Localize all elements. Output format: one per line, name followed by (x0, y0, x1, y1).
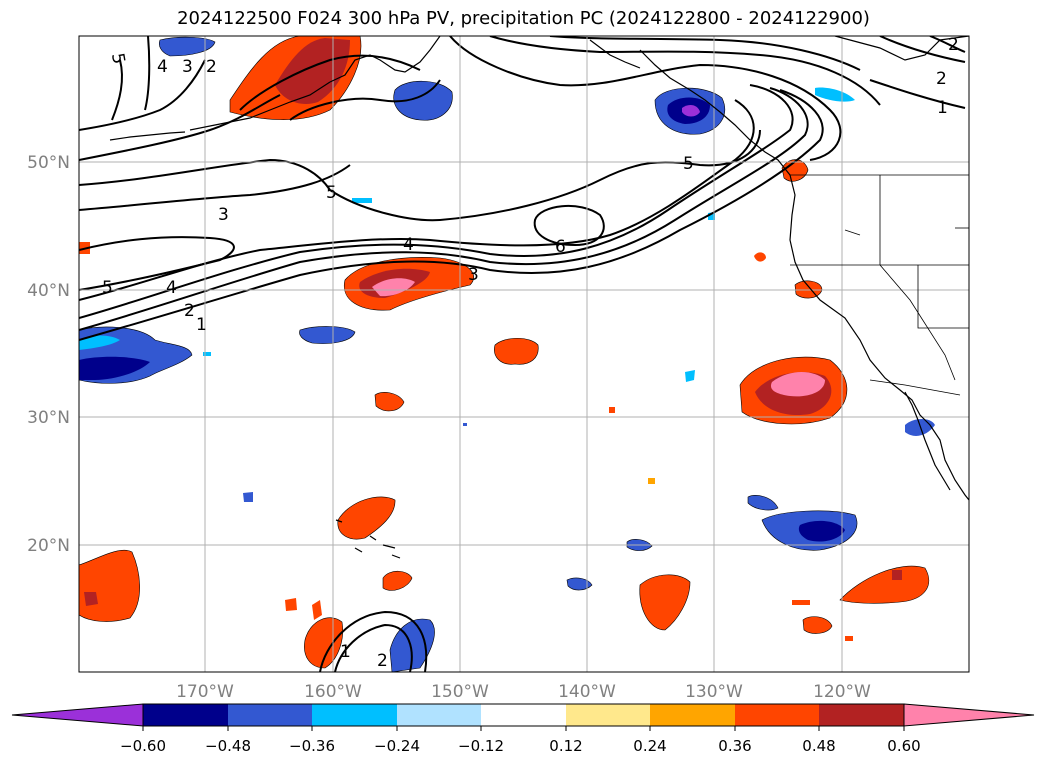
contour-label: 2 (377, 651, 388, 671)
gridlines (79, 36, 969, 672)
longitude-labels: 170°W 160°W 150°W 140°W 130°W 120°W (176, 682, 871, 702)
contour-label: 6 (555, 237, 566, 257)
colorbar-bin (819, 704, 904, 726)
colorbar-bin (735, 704, 819, 726)
colorbar-tick-label: 0.12 (549, 737, 582, 755)
lat-label: 20°N (27, 536, 70, 556)
contour-label: 4 (403, 235, 414, 255)
contour-label: 5 (102, 278, 113, 298)
lon-label: 160°W (304, 682, 362, 702)
lon-label: 170°W (176, 682, 234, 702)
contour-label: 4 (166, 278, 177, 298)
colorbar-bin (397, 704, 481, 726)
colorbar-tick-label: 0.60 (887, 737, 920, 755)
colorbar-tick-label: −0.36 (289, 737, 335, 755)
map-frame (78, 35, 970, 673)
colorbar: −0.60 −0.48 −0.36 −0.24 −0.12 0.12 0.24 … (11, 703, 1035, 755)
lat-label: 40°N (27, 281, 70, 301)
lat-label: 50°N (27, 153, 70, 173)
contour-label: 3 (468, 265, 479, 285)
lon-label: 130°W (685, 682, 743, 702)
contour-label: 1 (937, 98, 948, 118)
contour-label: 2 (184, 301, 195, 321)
lon-label: 120°W (813, 682, 871, 702)
contour-label: 5 (326, 183, 337, 203)
colorbar-frame (142, 703, 905, 727)
colorbar-extend-min (11, 703, 144, 727)
pv-contours (79, 36, 966, 672)
latitude-labels: 50°N 40°N 30°N 20°N (27, 153, 70, 556)
state-borders (790, 174, 969, 396)
contour-label: 3 (182, 57, 193, 77)
colorbar-tick-label: −0.60 (120, 737, 166, 755)
lon-label: 140°W (558, 682, 616, 702)
precip-negative-areas (79, 36, 935, 672)
contour-label: 5 (683, 154, 694, 174)
colorbar-bin (481, 704, 566, 726)
colorbar-tick-label: −0.12 (458, 737, 504, 755)
colorbar-tick-label: 0.36 (718, 737, 751, 755)
colorbar-tick-label: −0.24 (374, 737, 420, 755)
colorbar-bin (228, 704, 312, 726)
colorbar-extend-max (903, 703, 1035, 727)
colorbar-tick-label: −0.48 (205, 737, 251, 755)
colorbar-tick-label: 0.24 (633, 737, 666, 755)
precip-positive-areas (79, 36, 930, 669)
colorbar-bin (312, 704, 397, 726)
figure-title: 2024122500 F024 300 hPa PV, precipitatio… (177, 8, 870, 29)
contour-label: 4 (157, 57, 168, 77)
pv-contour-labels: 5 4 3 2 3 4 5 6 5 5 4 2 1 3 2 1 2 1 2 (102, 35, 959, 671)
lon-label: 150°W (431, 682, 489, 702)
contour-label: 2 (206, 57, 217, 77)
map-panel: 5 4 3 2 3 4 5 6 5 5 4 2 1 3 2 1 2 1 2 (79, 35, 969, 672)
lat-label: 30°N (27, 408, 70, 428)
contour-label: 2 (948, 35, 959, 55)
colorbar-ticks (142, 726, 905, 731)
contour-label: 1 (340, 642, 351, 662)
contour-label: 5 (107, 52, 129, 66)
coastlines (109, 36, 969, 559)
contour-label: 1 (196, 315, 207, 335)
contour-label: 2 (936, 69, 947, 89)
colorbar-tick-label: 0.48 (802, 737, 835, 755)
colorbar-bin (143, 704, 228, 726)
colorbar-bin (566, 704, 650, 726)
colorbar-bin (650, 704, 735, 726)
contour-label: 3 (218, 205, 229, 225)
